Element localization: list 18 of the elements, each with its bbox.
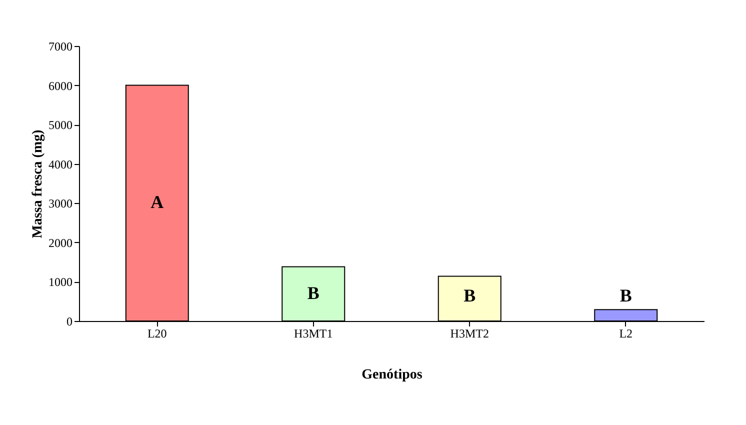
y-tick-label: 7000 <box>48 40 72 54</box>
x-tick-label: H3MT1 <box>294 326 333 340</box>
y-tick-label: 0 <box>66 314 72 328</box>
y-tick-label: 1000 <box>48 275 72 290</box>
y-tick-label: 3000 <box>48 196 72 211</box>
y-tick-label: 2000 <box>48 236 72 250</box>
x-tick-label: L20 <box>147 326 167 340</box>
annotation: B <box>307 282 320 303</box>
annotation: B <box>464 285 476 306</box>
x-tick-label: H3MT2 <box>450 326 489 340</box>
y-tick-label: 6000 <box>48 78 72 93</box>
y-axis-title: Massa fresca (mg) <box>30 129 46 238</box>
y-tick-label: 4000 <box>48 157 72 172</box>
y-tick-label: 5000 <box>48 118 72 132</box>
annotation: B <box>620 285 632 306</box>
x-tick-label: L2 <box>619 326 633 340</box>
x-axis-title: Genótipos <box>362 368 423 382</box>
annotation: A <box>150 192 164 212</box>
